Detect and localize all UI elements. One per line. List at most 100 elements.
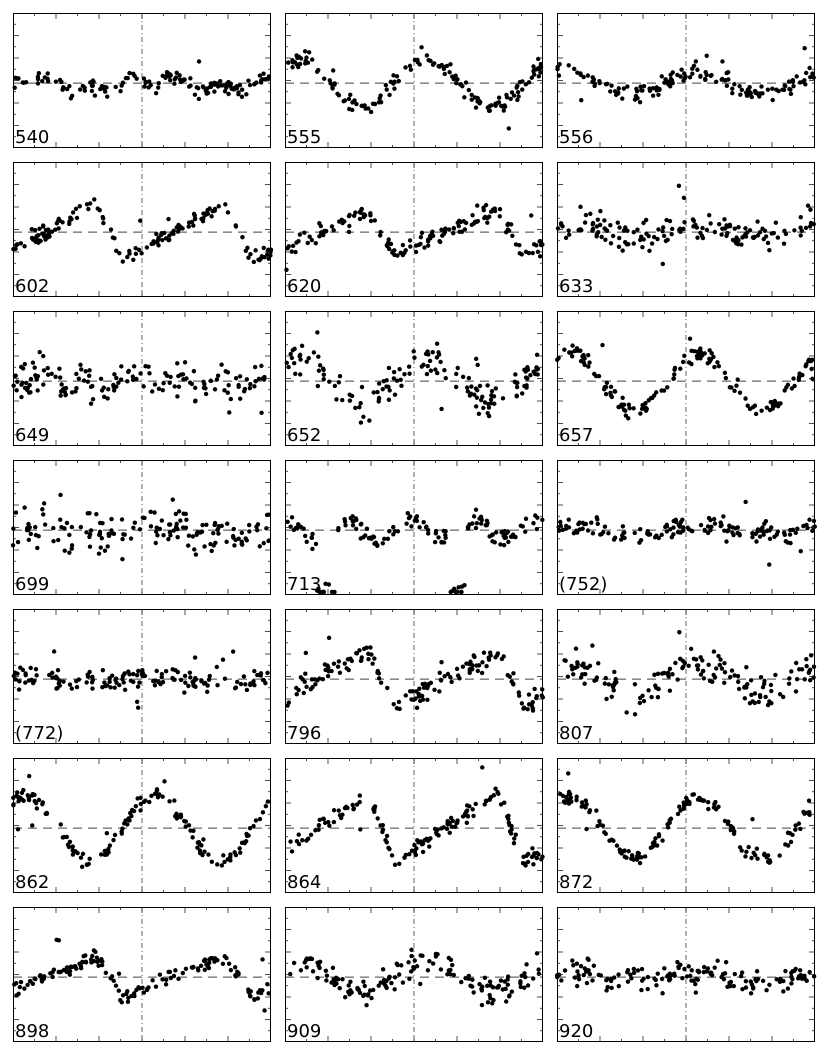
data-point (667, 688, 673, 693)
data-point (191, 223, 196, 228)
data-point (448, 62, 453, 67)
data-point (754, 978, 759, 984)
data-point (517, 251, 522, 256)
data-point (174, 225, 179, 230)
data-point (447, 971, 453, 977)
data-point (414, 964, 420, 969)
data-point (19, 364, 24, 370)
data-point (326, 582, 332, 587)
data-point (129, 993, 134, 999)
data-point (442, 674, 447, 679)
data-point (294, 692, 299, 697)
data-point (596, 229, 601, 235)
data-point (156, 81, 161, 86)
data-point (344, 666, 349, 671)
data-point (411, 349, 416, 354)
data-point (15, 242, 20, 247)
data-point (64, 86, 70, 92)
data-point (610, 233, 616, 239)
data-point (514, 394, 519, 399)
data-point (160, 794, 165, 799)
data-point (701, 798, 707, 803)
data-point (70, 848, 75, 853)
data-point (384, 840, 389, 845)
data-point (212, 387, 218, 392)
data-point (510, 534, 516, 539)
data-point (606, 531, 611, 536)
data-point (793, 689, 799, 694)
light-curve-plot (557, 609, 817, 744)
data-point (769, 231, 774, 236)
panel-frame (285, 13, 543, 148)
data-point (96, 963, 101, 969)
data-point (650, 85, 656, 91)
data-point (19, 394, 24, 400)
data-point (20, 667, 26, 673)
data-point (33, 976, 38, 982)
data-point (336, 380, 342, 385)
data-point (36, 70, 42, 76)
data-point (375, 816, 380, 821)
data-point (788, 91, 794, 97)
data-point (765, 853, 771, 858)
data-point (563, 235, 569, 241)
light-curve-panel: 620 (284, 162, 545, 297)
data-point (774, 977, 779, 982)
data-point (16, 687, 22, 692)
data-point (67, 839, 73, 845)
data-point (221, 853, 226, 858)
data-point (765, 87, 771, 92)
data-point (713, 799, 718, 805)
data-point (28, 390, 33, 395)
data-point (470, 807, 475, 812)
data-point (391, 376, 397, 381)
data-point (130, 377, 136, 383)
data-point (667, 666, 673, 672)
data-point (346, 983, 351, 988)
data-point (622, 535, 627, 541)
data-point (399, 963, 404, 968)
data-point (752, 700, 757, 706)
data-point (682, 966, 687, 972)
data-point (607, 838, 612, 843)
light-curve-plot (557, 758, 815, 893)
data-point (159, 231, 164, 236)
data-point (606, 682, 612, 687)
data-point (705, 966, 711, 971)
data-point (775, 403, 781, 409)
data-point (248, 251, 253, 257)
data-point (599, 234, 604, 240)
data-point (736, 237, 741, 243)
data-point (191, 683, 196, 688)
data-point (653, 683, 658, 688)
data-point (343, 523, 348, 528)
data-point (316, 368, 322, 373)
data-point (167, 969, 173, 975)
data-point (538, 254, 543, 259)
data-point (725, 231, 730, 236)
data-point (767, 247, 772, 253)
data-point (747, 228, 753, 233)
data-point (800, 372, 805, 378)
data-point (776, 88, 781, 94)
data-point (324, 978, 329, 983)
data-point (428, 680, 434, 685)
data-point (16, 798, 21, 804)
data-point (350, 523, 356, 528)
data-point (406, 364, 412, 369)
data-point (150, 389, 155, 394)
data-point (797, 968, 803, 973)
data-point (678, 74, 683, 79)
data-point (708, 970, 713, 975)
data-point (737, 84, 742, 89)
data-point (681, 800, 686, 805)
data-point (58, 822, 63, 827)
data-point (196, 59, 202, 64)
data-point (672, 365, 678, 371)
data-point (208, 84, 214, 90)
data-point (303, 61, 308, 66)
data-point (502, 103, 507, 108)
data-point (454, 666, 460, 672)
data-point (781, 978, 786, 984)
panel-frame (13, 460, 271, 595)
